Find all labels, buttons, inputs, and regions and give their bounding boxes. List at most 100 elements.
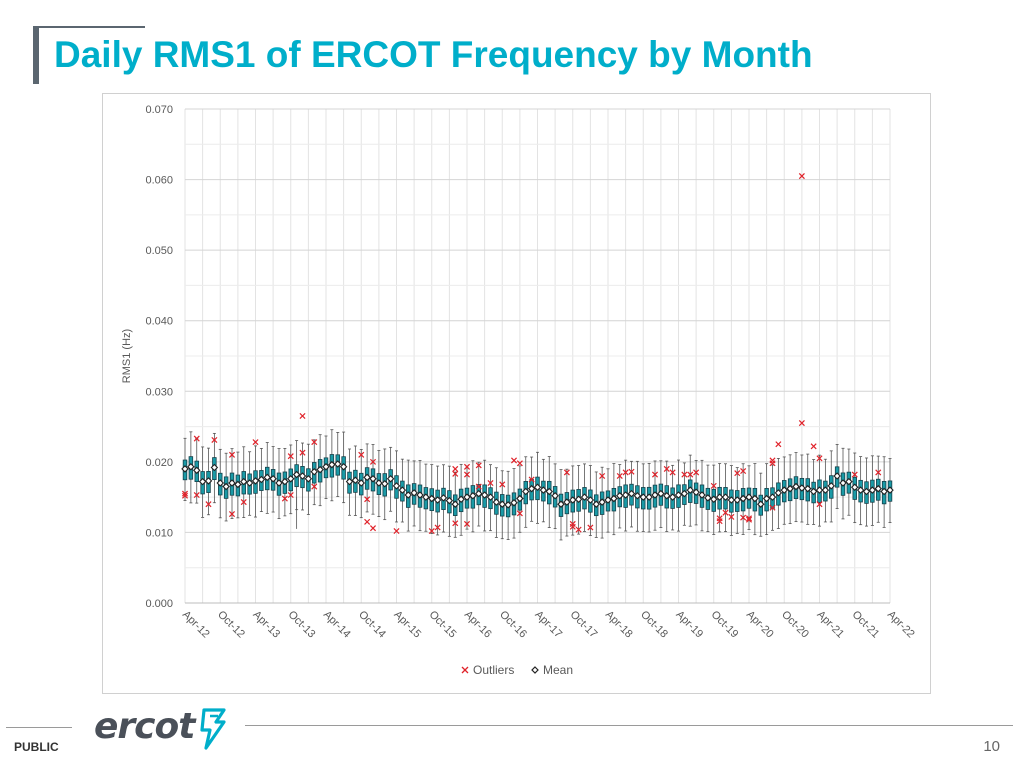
mean-marker — [563, 498, 571, 506]
mean-marker — [410, 489, 418, 497]
mean-marker — [568, 496, 577, 504]
mean-marker — [780, 486, 789, 494]
outlier-marker — [669, 469, 676, 476]
outlier-marker — [693, 469, 700, 476]
outlier-marker — [681, 471, 688, 478]
outlier-marker — [734, 470, 741, 477]
mean-marker — [651, 491, 659, 499]
outlier-marker — [311, 483, 318, 490]
mean-marker — [739, 494, 747, 503]
mean-marker — [427, 494, 436, 503]
mean-marker — [257, 475, 266, 484]
mean-marker — [686, 486, 695, 494]
mean-marker — [304, 475, 313, 483]
outlier-marker — [452, 465, 459, 472]
mean-marker — [657, 489, 665, 498]
mean-marker — [339, 463, 348, 471]
x-tick-label: Apr-22 — [885, 609, 917, 641]
outlier-marker — [499, 481, 506, 488]
mean-marker — [234, 480, 242, 489]
outlier-marker — [745, 515, 753, 522]
outlier-marker — [810, 443, 817, 450]
mean-marker — [862, 487, 871, 496]
outlier-marker — [211, 436, 218, 444]
outlier-marker — [745, 516, 753, 523]
title-accent-rule — [33, 26, 145, 28]
mean-marker — [345, 477, 354, 486]
outlier-marker — [434, 524, 441, 531]
mean-marker — [774, 489, 783, 497]
mean-marker — [627, 489, 636, 498]
y-axis-label: RMS1 (Hz) — [121, 329, 133, 383]
mean-marker — [803, 484, 812, 493]
outlier-marker — [516, 510, 523, 517]
mean-marker — [768, 493, 777, 501]
outlier-marker — [816, 501, 823, 508]
mean-marker — [733, 496, 742, 504]
outlier-marker — [364, 518, 371, 525]
x-tick-label: Oct-18 — [638, 609, 670, 641]
mean-marker — [480, 491, 489, 499]
outlier-marker — [516, 460, 523, 467]
mean-marker — [551, 491, 559, 500]
mean-marker — [486, 493, 495, 501]
outlier-marker — [798, 173, 805, 180]
y-tick-label: 0.070 — [145, 104, 173, 116]
mean-marker — [510, 499, 518, 507]
mean-marker — [328, 460, 336, 469]
outlier-marker — [358, 451, 365, 458]
mean-marker — [809, 487, 818, 496]
mean-marker — [286, 475, 295, 483]
mean-marker — [275, 479, 283, 487]
mean-marker — [380, 479, 389, 488]
mean-marker — [604, 496, 612, 504]
mean-marker — [539, 486, 548, 494]
outlier-marker — [775, 441, 782, 448]
mean-marker — [709, 495, 718, 504]
x-tick-label: Oct-15 — [427, 609, 459, 641]
outlier-marker — [299, 412, 306, 420]
mean-marker — [856, 486, 865, 494]
lightning-logo-icon — [200, 708, 227, 750]
mean-marker — [798, 484, 806, 492]
mean-marker — [281, 477, 289, 486]
mean-marker — [786, 484, 794, 493]
outlier-marker — [228, 451, 236, 458]
mean-marker — [557, 500, 565, 508]
x-tick-label: Apr-20 — [744, 609, 776, 641]
mean-marker — [715, 493, 724, 501]
outlier-marker — [816, 455, 823, 462]
mean-marker — [363, 473, 371, 482]
mean-marker — [333, 460, 342, 468]
outlier-marker — [364, 496, 371, 503]
mean-marker — [615, 491, 624, 500]
mean-marker — [845, 477, 853, 486]
rms1-box-chart: 0.000 0.010 0.020 0.030 0.040 0.050 0.060 0.070… — [121, 104, 917, 677]
mean-marker — [187, 463, 195, 471]
mean-marker — [533, 483, 542, 492]
mean-marker — [392, 482, 401, 490]
mean-marker — [874, 484, 883, 493]
mean-marker — [351, 476, 360, 484]
mean-marker — [433, 496, 442, 504]
outlier-marker — [240, 499, 247, 506]
mean-marker — [445, 496, 454, 505]
logo-wordmark: ercot — [94, 705, 195, 747]
outlier-marker — [475, 483, 482, 490]
title-accent-bar — [33, 26, 39, 84]
mean-marker — [198, 477, 207, 486]
outlier-marker — [563, 469, 570, 476]
mean-marker — [586, 496, 595, 504]
mean-marker — [239, 477, 248, 486]
outlier-marker — [587, 524, 594, 531]
outlier-marker — [475, 462, 482, 469]
footer-public-label: PUBLIC — [14, 740, 59, 754]
x-tick-label: Oct-19 — [709, 609, 741, 641]
mean-marker — [692, 488, 700, 496]
mean-marker — [263, 473, 272, 482]
outlier-marker — [463, 471, 471, 478]
y-tick-label: 0.030 — [145, 386, 173, 398]
mean-marker — [886, 486, 894, 494]
mean-marker — [833, 472, 841, 480]
outlier-marker — [369, 458, 377, 465]
